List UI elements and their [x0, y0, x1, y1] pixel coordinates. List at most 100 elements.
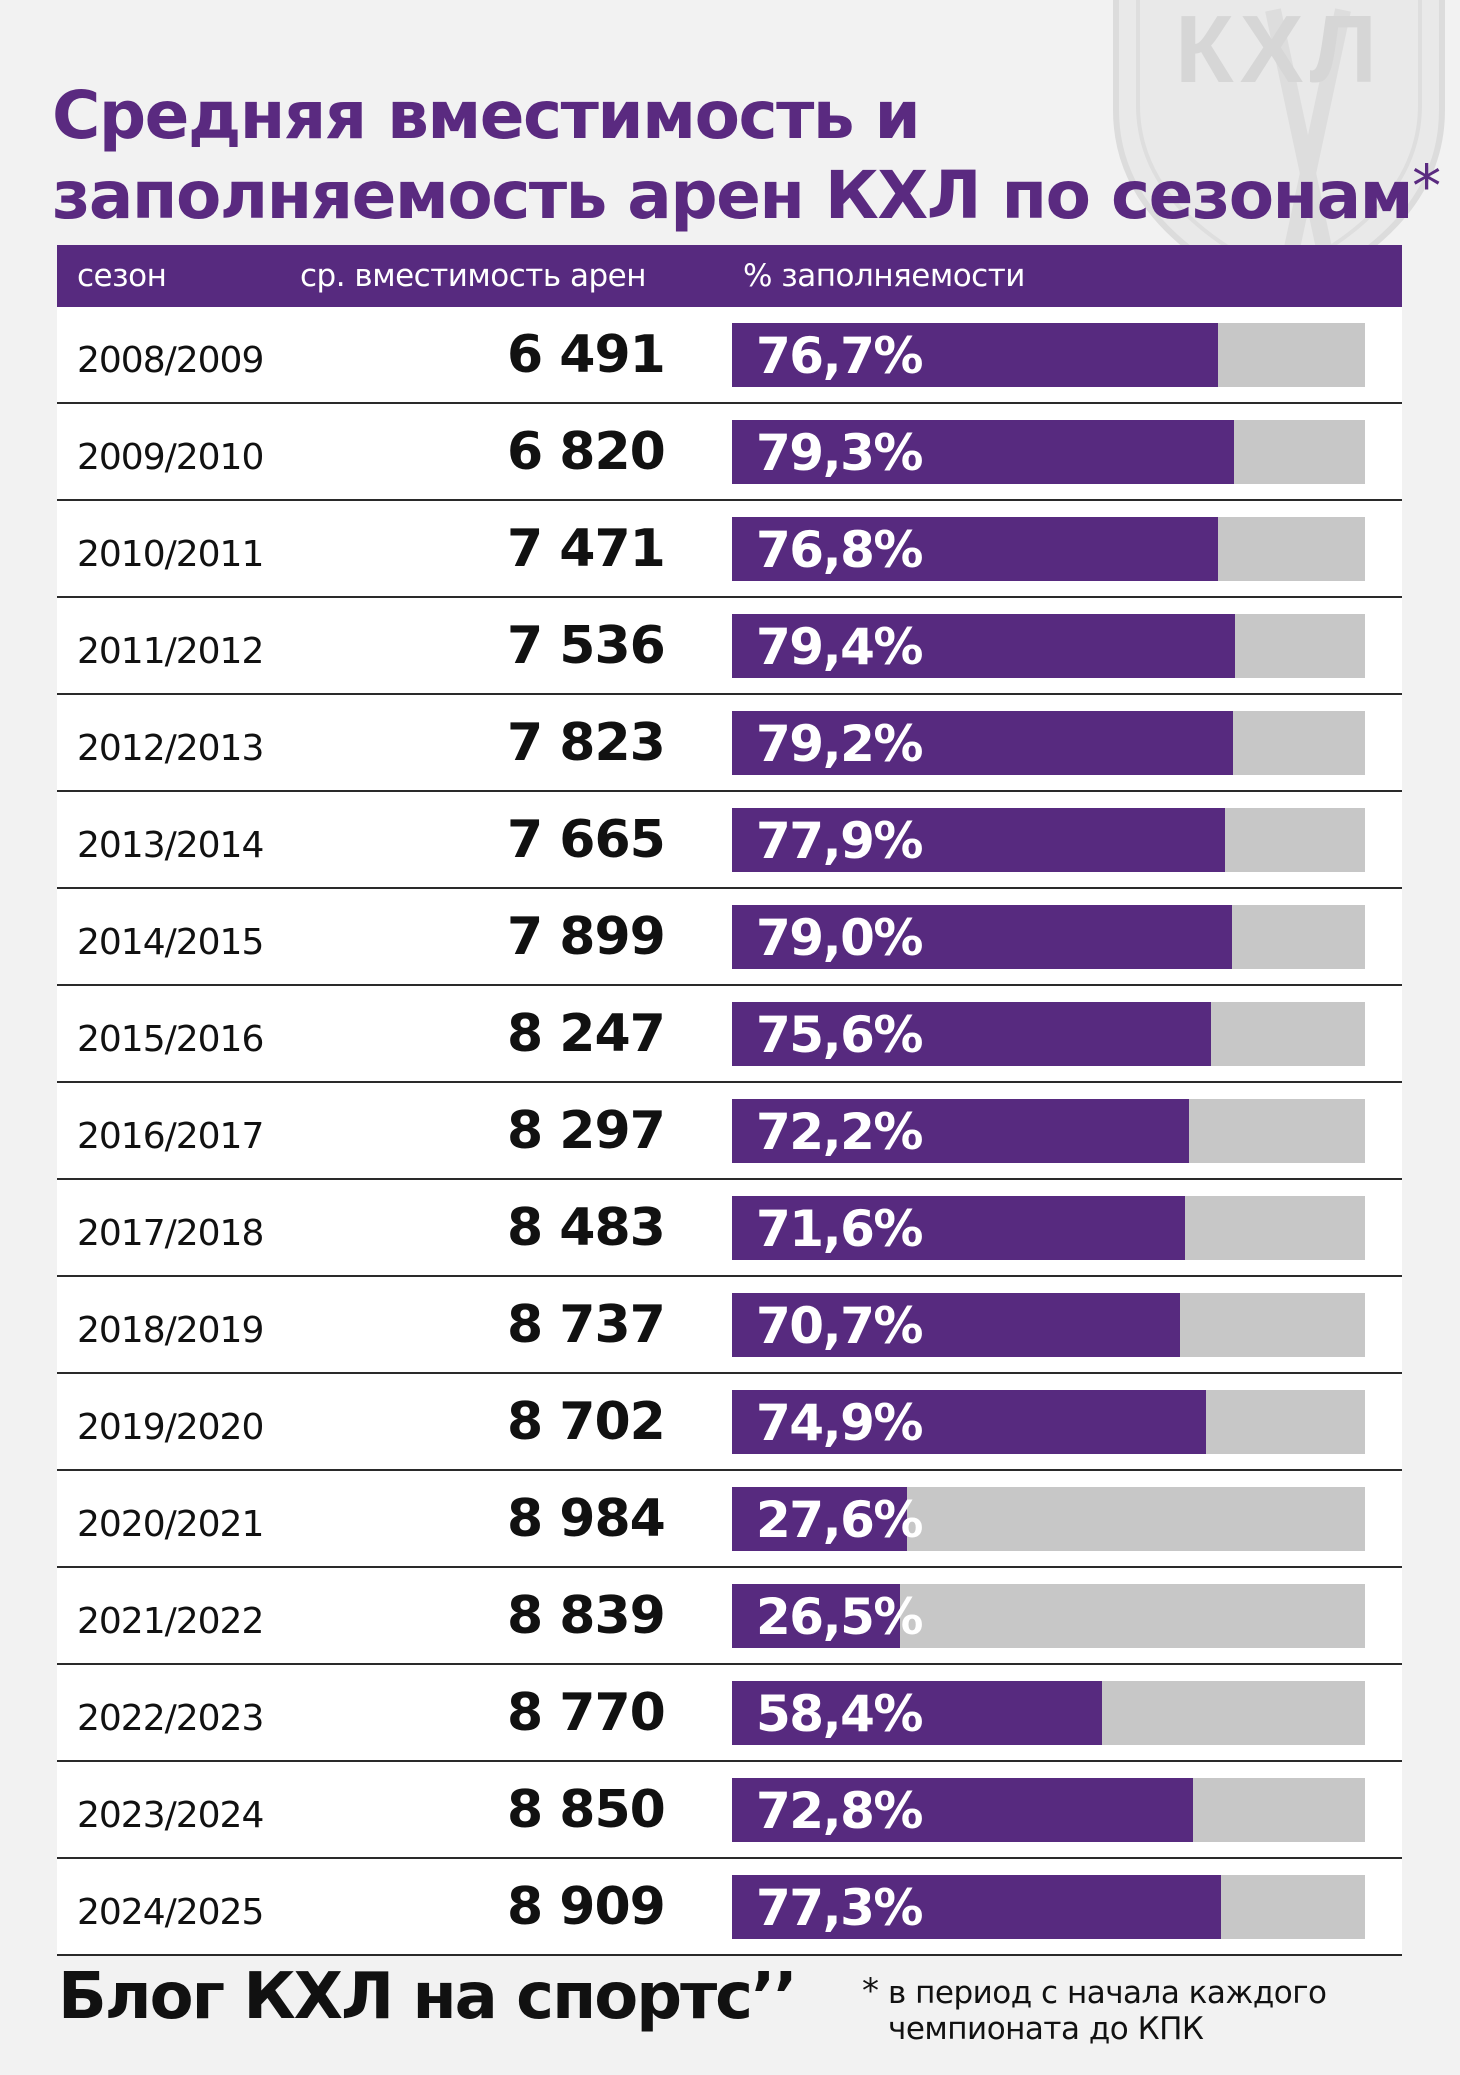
- season-cell: 2017/2018: [77, 1213, 264, 1254]
- fill-label: 71,6%: [756, 1200, 923, 1258]
- table-row: 2015/2016 8 247 75,6%: [57, 986, 1402, 1083]
- table-row: 2014/2015 7 899 79,0%: [57, 889, 1402, 986]
- header-fill: % заполняемости: [743, 258, 1025, 294]
- fill-bar: [732, 614, 1235, 678]
- table-row: 2022/2023 8 770 58,4%: [57, 1665, 1402, 1762]
- fill-label: 77,3%: [756, 1879, 923, 1937]
- fill-label: 75,6%: [756, 1006, 923, 1064]
- fill-label: 76,8%: [756, 521, 923, 579]
- fill-bar: [732, 1681, 1102, 1745]
- fill-label: 70,7%: [756, 1297, 923, 1355]
- capacity-cell: 8 483: [507, 1198, 666, 1258]
- fill-bar-track: 26,5%: [732, 1584, 1365, 1648]
- header-capacity: ср. вместимость арен: [300, 258, 647, 294]
- fill-label: 58,4%: [756, 1685, 923, 1743]
- title-asterisk: *: [1412, 152, 1441, 220]
- fill-bar-track: 75,6%: [732, 1002, 1365, 1066]
- fill-bar-track: 79,2%: [732, 711, 1365, 775]
- fill-bar-track: 77,9%: [732, 808, 1365, 872]
- fill-bar-track: 76,8%: [732, 517, 1365, 581]
- fill-label: 79,0%: [756, 909, 923, 967]
- table-row: 2019/2020 8 702 74,9%: [57, 1374, 1402, 1471]
- capacity-cell: 8 770: [507, 1683, 666, 1743]
- table-row: 2018/2019 8 737 70,7%: [57, 1277, 1402, 1374]
- season-cell: 2022/2023: [77, 1698, 264, 1739]
- season-cell: 2016/2017: [77, 1116, 264, 1157]
- season-cell: 2008/2009: [77, 340, 264, 381]
- fill-bar-track: 27,6%: [732, 1487, 1365, 1551]
- capacity-cell: 8 850: [507, 1780, 666, 1840]
- capacity-cell: 6 820: [507, 422, 666, 482]
- capacity-cell: 8 702: [507, 1392, 666, 1452]
- capacity-cell: 8 839: [507, 1586, 666, 1646]
- brand-signature: Блог КХЛ на спортс’’: [58, 1960, 798, 2034]
- season-cell: 2012/2013: [77, 728, 264, 769]
- table-row: 2024/2025 8 909 77,3%: [57, 1859, 1402, 1956]
- season-cell: 2015/2016: [77, 1019, 264, 1060]
- fill-bar: [732, 1778, 1193, 1842]
- capacity-cell: 8 247: [507, 1004, 666, 1064]
- table-row: 2017/2018 8 483 71,6%: [57, 1180, 1402, 1277]
- fill-label: 27,6%: [756, 1491, 923, 1549]
- season-cell: 2023/2024: [77, 1795, 264, 1836]
- fill-bar: [732, 517, 1218, 581]
- fill-label: 76,7%: [756, 327, 923, 385]
- table-header: сезон ср. вместимость арен % заполняемос…: [57, 245, 1402, 307]
- capacity-cell: 8 297: [507, 1101, 666, 1161]
- capacity-cell: 7 899: [507, 907, 666, 967]
- capacity-cell: 7 665: [507, 810, 666, 870]
- table-row: 2010/2011 7 471 76,8%: [57, 501, 1402, 598]
- fill-bar: [732, 323, 1218, 387]
- table-row: 2020/2021 8 984 27,6%: [57, 1471, 1402, 1568]
- fill-bar: [732, 905, 1232, 969]
- fill-bar: [732, 1196, 1185, 1260]
- fill-bar: [732, 1390, 1206, 1454]
- footnote: * в период с начала каждого чемпионата д…: [862, 1971, 1422, 2047]
- footnote-text: в период с начала каждого чемпионата до …: [862, 1975, 1422, 2047]
- fill-bar-track: 70,7%: [732, 1293, 1365, 1357]
- table-row: 2023/2024 8 850 72,8%: [57, 1762, 1402, 1859]
- fill-bar-track: 74,9%: [732, 1390, 1365, 1454]
- season-cell: 2013/2014: [77, 825, 264, 866]
- table-row: 2008/2009 6 491 76,7%: [57, 307, 1402, 404]
- fill-label: 72,2%: [756, 1103, 923, 1161]
- fill-bar: [732, 420, 1234, 484]
- footnote-star: *: [862, 1971, 879, 2011]
- fill-bar-track: 72,2%: [732, 1099, 1365, 1163]
- fill-label: 79,2%: [756, 715, 923, 773]
- title-line-1: Средняя вместимость и: [52, 77, 921, 154]
- table-row: 2012/2013 7 823 79,2%: [57, 695, 1402, 792]
- season-cell: 2018/2019: [77, 1310, 264, 1351]
- fill-bar: [732, 711, 1233, 775]
- fill-bar-track: 79,0%: [732, 905, 1365, 969]
- season-cell: 2010/2011: [77, 534, 264, 575]
- table-row: 2013/2014 7 665 77,9%: [57, 792, 1402, 889]
- data-table: сезон ср. вместимость арен % заполняемос…: [57, 245, 1402, 1956]
- capacity-cell: 6 491: [507, 325, 666, 385]
- fill-bar-track: 79,4%: [732, 614, 1365, 678]
- fill-bar: [732, 1487, 907, 1551]
- fill-label: 74,9%: [756, 1394, 923, 1452]
- capacity-cell: 7 823: [507, 713, 666, 773]
- fill-bar-track: 79,3%: [732, 420, 1365, 484]
- capacity-cell: 8 737: [507, 1295, 666, 1355]
- title-line-2: заполняемость арен КХЛ по сезонам*: [52, 152, 1441, 238]
- season-cell: 2011/2012: [77, 631, 264, 672]
- fill-label: 26,5%: [756, 1588, 923, 1646]
- fill-bar-track: 77,3%: [732, 1875, 1365, 1939]
- table-body: 2008/2009 6 491 76,7% 2009/2010 6 820 79,3% 20…: [57, 307, 1402, 1956]
- fill-bar: [732, 1099, 1189, 1163]
- fill-label: 72,8%: [756, 1782, 923, 1840]
- season-cell: 2014/2015: [77, 922, 264, 963]
- fill-bar-track: 76,7%: [732, 323, 1365, 387]
- fill-bar: [732, 1293, 1180, 1357]
- footnote-line-1: в период с начала каждого: [888, 1975, 1327, 2011]
- season-cell: 2021/2022: [77, 1601, 264, 1642]
- chart-title: Средняя вместимость и заполняемость арен…: [52, 76, 1441, 238]
- capacity-cell: 8 984: [507, 1489, 666, 1549]
- season-cell: 2024/2025: [77, 1892, 264, 1933]
- table-row: 2009/2010 6 820 79,3%: [57, 404, 1402, 501]
- season-cell: 2019/2020: [77, 1407, 264, 1448]
- table-row: 2021/2022 8 839 26,5%: [57, 1568, 1402, 1665]
- fill-bar-track: 58,4%: [732, 1681, 1365, 1745]
